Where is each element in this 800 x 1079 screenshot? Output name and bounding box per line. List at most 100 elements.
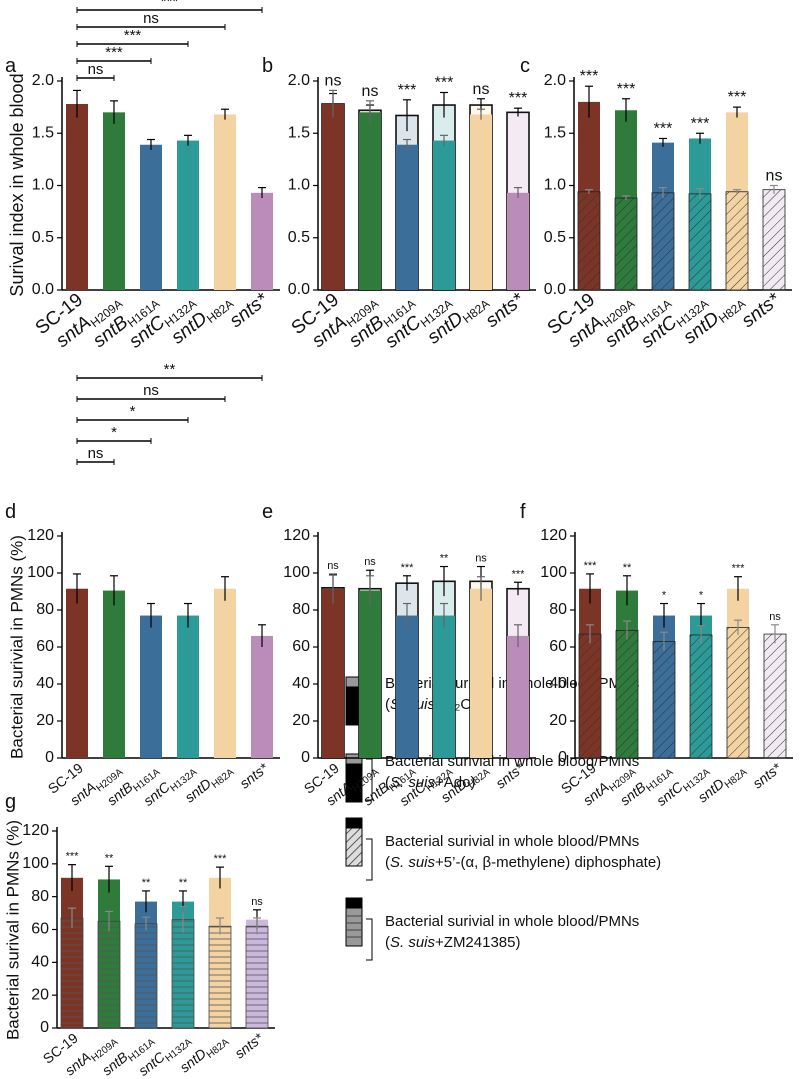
legend-text: +Ado)	[435, 774, 475, 791]
y-tick-label: 120	[27, 527, 54, 544]
legend-text: (	[385, 854, 390, 871]
error-bar	[586, 573, 594, 604]
bar	[140, 144, 162, 290]
category-name: snts*	[738, 289, 785, 332]
y-tick-label: 60	[31, 921, 49, 938]
error-bar	[258, 186, 266, 199]
bar	[688, 193, 712, 291]
y-tick-label: 40	[549, 675, 567, 692]
category-subscript: H82A	[723, 767, 750, 791]
significance-label: ns	[473, 81, 490, 98]
legend-text: +5’-(α, β-methylene) diphosphate)	[435, 854, 661, 871]
bar	[245, 925, 269, 1029]
legend: Bacterial surivial in whole blood/PMNs (…	[345, 675, 661, 961]
bar	[214, 588, 236, 758]
y-tick-label: 0.0	[32, 281, 54, 298]
significance-label: ***	[691, 115, 710, 132]
y-tick-label: 60	[292, 638, 310, 655]
significance-label: ns	[251, 896, 263, 908]
y-tick-label: 1.5	[288, 124, 310, 141]
error-bar	[403, 575, 411, 591]
error-bar	[105, 910, 113, 932]
significance-label: ***	[214, 853, 228, 865]
error-bar	[403, 602, 411, 628]
significance-label: **	[105, 852, 114, 864]
legend-text: (	[385, 934, 390, 951]
bar	[507, 192, 529, 290]
y-tick-label: 20	[31, 986, 49, 1003]
bar	[359, 590, 381, 758]
error-bar	[733, 106, 741, 118]
legend-text: (	[385, 696, 390, 713]
y-tick-label: 2.0	[32, 72, 54, 89]
bar	[615, 629, 639, 759]
y-tick-label: 40	[292, 675, 310, 692]
bar	[651, 192, 675, 291]
comparison-label: ns	[143, 382, 159, 399]
panel: f020406080100120SC-19sntAH209AsntBH161As…	[520, 501, 793, 809]
y-tick-label: 40	[31, 954, 49, 971]
error-bar	[514, 624, 522, 647]
error-bar	[105, 865, 113, 893]
y-tick-label: 80	[549, 601, 567, 618]
significance-label: ***	[509, 90, 528, 107]
error-bar	[184, 134, 192, 146]
x-tick-label: snts*	[236, 759, 271, 791]
legend-text: Bacterial surivial in whole blood/PMNs	[385, 913, 639, 930]
y-tick-label: 0.5	[32, 229, 54, 246]
error-bar	[68, 864, 76, 891]
bar	[433, 140, 455, 290]
panel: e020406080100120SC-19sntAH209AsntBH161As…	[262, 501, 536, 809]
bar	[470, 114, 492, 290]
significance-label: ***	[617, 81, 636, 98]
error-bar	[477, 108, 485, 120]
y-tick-label: 20	[292, 712, 310, 729]
y-tick-label: 120	[540, 527, 567, 544]
significance-label: ns	[325, 72, 342, 89]
y-axis-label: Surival index in whole blood	[7, 73, 27, 296]
x-tick-label: snts*	[738, 289, 785, 332]
x-tick-label: sntDH82A	[695, 760, 750, 809]
bar	[171, 919, 195, 1029]
comparison-label: ***	[124, 27, 142, 44]
error-bar	[403, 138, 411, 150]
bar	[177, 140, 199, 290]
bar	[66, 103, 88, 291]
legend-icon	[345, 907, 363, 947]
error-bar	[660, 631, 668, 651]
bar	[433, 615, 455, 758]
x-tick-label: sntDH82A	[182, 760, 237, 809]
comparison-label: ***	[161, 0, 179, 10]
y-tick-label: 80	[292, 601, 310, 618]
y-tick-label: 0	[40, 1019, 49, 1036]
legend-text: +ZM241385)	[435, 934, 520, 951]
panel-letter: a	[5, 55, 17, 77]
error-bar	[514, 581, 522, 596]
error-bar	[734, 576, 742, 601]
error-bar	[477, 576, 485, 601]
legend-text: (	[385, 774, 390, 791]
bar	[359, 112, 381, 290]
bar	[134, 923, 158, 1029]
comparison-label: *	[130, 403, 136, 420]
y-tick-label: 1.5	[32, 124, 54, 141]
error-bar	[696, 188, 704, 200]
error-bar	[771, 624, 779, 644]
legend-icon	[345, 897, 363, 909]
significance-label: ns	[362, 83, 379, 100]
bar	[214, 114, 236, 290]
significance-label: *	[662, 590, 667, 602]
y-tick-label: 0.5	[288, 229, 310, 246]
bar	[251, 635, 273, 758]
category-subscript: H82A	[210, 767, 237, 791]
significance-label: ns	[327, 560, 339, 572]
category-name: snts*	[236, 759, 271, 791]
y-tick-label: 60	[549, 638, 567, 655]
y-tick-label: 60	[36, 638, 54, 655]
bar	[689, 634, 713, 759]
error-bar	[585, 189, 593, 194]
y-axis-label: Bacterial surival in PMNs (%)	[3, 820, 22, 1040]
legend-text: S. suis	[390, 854, 436, 871]
category-subscript: H82A	[205, 1037, 232, 1061]
significance-label: *	[699, 590, 704, 602]
